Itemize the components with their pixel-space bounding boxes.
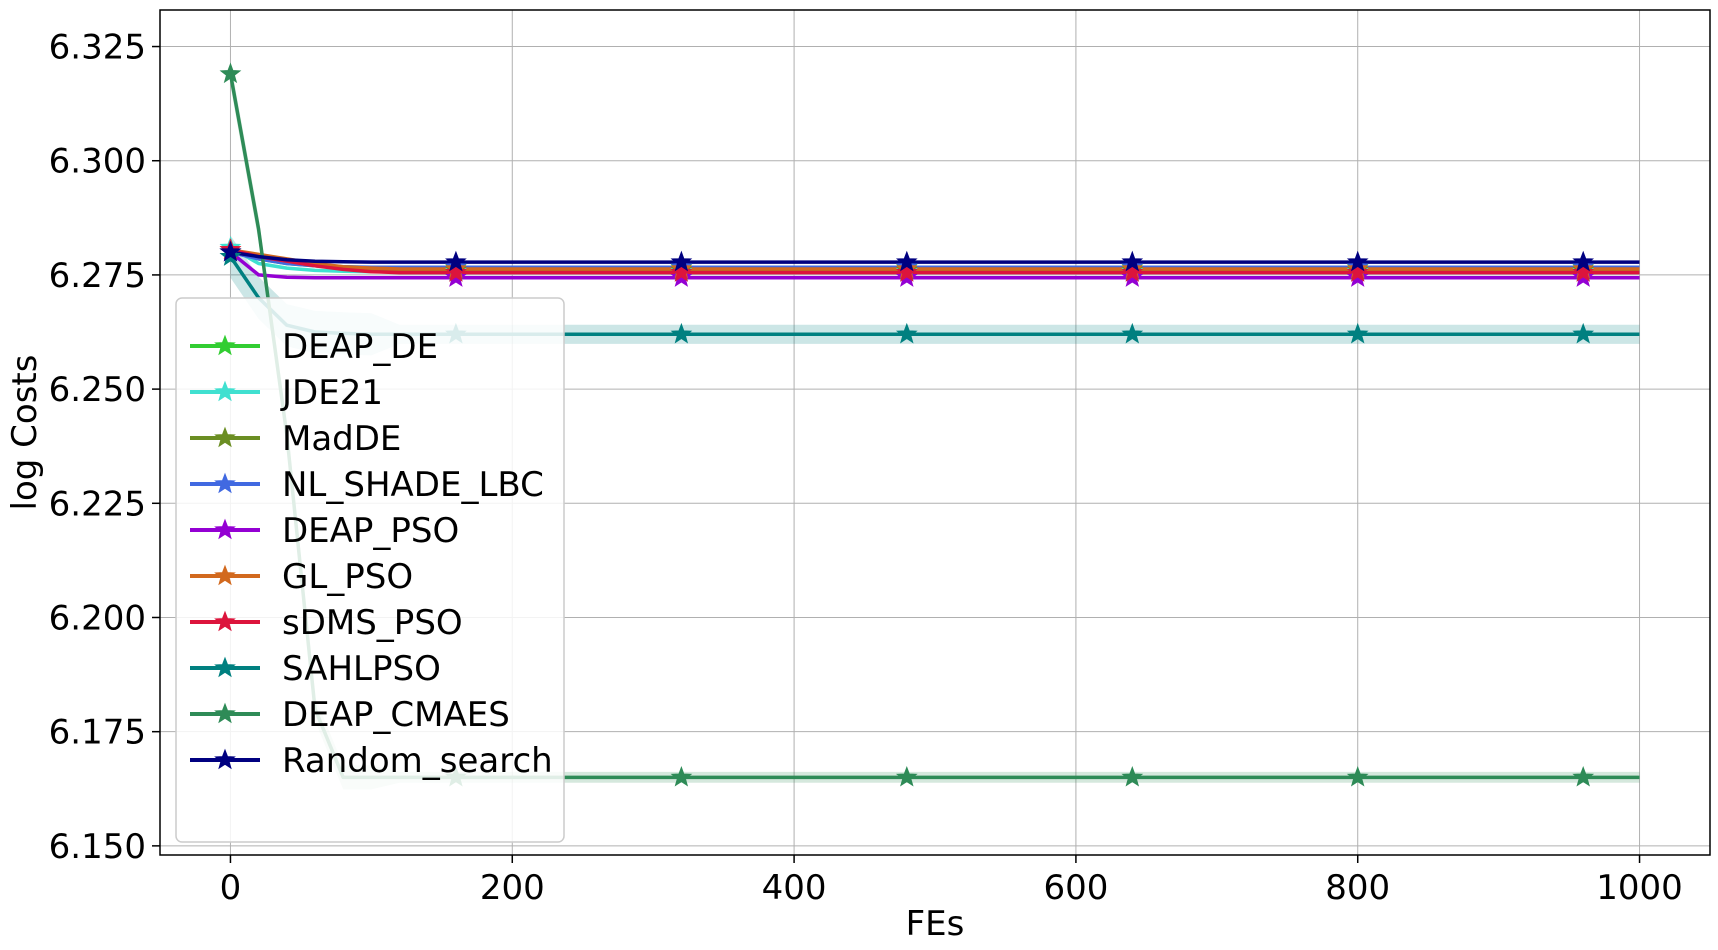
x-tick-label: 0 bbox=[220, 868, 242, 908]
y-tick-label: 6.250 bbox=[49, 370, 146, 410]
x-axis-ticks: 0 200 400 600 800 1000 bbox=[220, 855, 1683, 908]
legend-label-nl-shade-lbc: NL_SHADE_LBC bbox=[282, 465, 544, 505]
marker-sahlpso bbox=[1346, 322, 1369, 344]
marker-random-search bbox=[670, 250, 693, 272]
marker-sahlpso bbox=[1572, 322, 1595, 344]
y-axis-ticks: 6.150 6.175 6.200 6.225 6.250 6.275 6.300 6.325 bbox=[49, 28, 160, 867]
marker-deap-cmaes bbox=[895, 765, 918, 787]
legend-marker-jde21 bbox=[214, 380, 236, 402]
marker-random-search bbox=[895, 250, 918, 272]
y-tick-label: 6.175 bbox=[49, 713, 146, 753]
legend-marker-nl-shade-lbc bbox=[214, 472, 236, 494]
legend-label-madde: MadDE bbox=[282, 419, 401, 459]
marker-random-search bbox=[1572, 250, 1595, 272]
marker-deap-cmaes bbox=[1572, 765, 1595, 787]
legend-marker-sdms-pso bbox=[214, 610, 236, 632]
legend-label-gl-pso: GL_PSO bbox=[282, 557, 413, 597]
marker-deap-cmaes bbox=[1346, 765, 1369, 787]
marker-sdms-pso bbox=[1121, 261, 1144, 282]
y-tick-label: 6.325 bbox=[49, 28, 146, 68]
marker-deap-cmaes bbox=[219, 62, 242, 84]
legend-marker-deap-de bbox=[214, 334, 236, 356]
marker-sahlpso bbox=[895, 322, 918, 344]
variance-bands bbox=[230, 61, 1640, 790]
band-sahlpso bbox=[230, 235, 1640, 356]
marker-sahlpso bbox=[670, 322, 693, 344]
legend-label-sdms-pso: sDMS_PSO bbox=[282, 603, 463, 643]
marker-random-search bbox=[1346, 250, 1369, 272]
x-tick-label: 600 bbox=[1043, 868, 1108, 908]
legend-label-deap-pso: DEAP_PSO bbox=[282, 511, 459, 551]
marker-random-search bbox=[219, 240, 242, 262]
legend-marker-deap-pso bbox=[214, 518, 236, 540]
legend-marker-deap-cmaes bbox=[214, 702, 236, 724]
marker-sdms-pso bbox=[670, 261, 693, 282]
x-tick-label: 200 bbox=[480, 868, 545, 908]
legend-marker-sahlpso bbox=[214, 656, 236, 678]
marker-random-search bbox=[445, 250, 467, 272]
marker-sdms-pso bbox=[1346, 261, 1369, 282]
y-tick-label: 6.225 bbox=[49, 484, 146, 524]
legend-label-deap-de: DEAP_DE bbox=[282, 327, 438, 367]
x-axis-label: FEs bbox=[906, 904, 965, 944]
marker-random-search bbox=[1121, 250, 1144, 272]
series-markers bbox=[219, 62, 1595, 787]
legend-marker-random-search bbox=[214, 748, 236, 770]
y-tick-label: 6.150 bbox=[49, 827, 146, 867]
marker-sdms-pso bbox=[445, 261, 467, 282]
legend-label-jde21: JDE21 bbox=[280, 373, 383, 413]
legend-label-sahlpso: SAHLPSO bbox=[282, 649, 441, 689]
legend: DEAP_DE JDE21 MadDE NL_SHADE_LBC DEAP_PSO GL_… bbox=[175, 297, 565, 843]
y-axis-label: log Costs bbox=[5, 355, 45, 511]
marker-sdms-pso bbox=[895, 261, 918, 282]
legend-marker-madde bbox=[214, 426, 236, 448]
x-tick-label: 800 bbox=[1325, 868, 1390, 908]
marker-deap-cmaes bbox=[670, 765, 693, 787]
marker-sahlpso bbox=[1121, 322, 1144, 344]
legend-marker-gl-pso bbox=[214, 564, 236, 586]
y-tick-label: 6.300 bbox=[49, 142, 146, 182]
plot-frame bbox=[159, 9, 1711, 856]
legend-label-deap-cmaes: DEAP_CMAES bbox=[282, 695, 510, 735]
legend-box bbox=[175, 297, 565, 843]
legend-label-random-search: Random_search bbox=[282, 741, 553, 781]
marker-deap-cmaes bbox=[1121, 765, 1144, 787]
y-tick-label: 6.200 bbox=[49, 598, 146, 638]
x-tick-label: 400 bbox=[762, 868, 827, 908]
x-tick-label: 1000 bbox=[1596, 868, 1683, 908]
y-tick-label: 6.275 bbox=[49, 256, 146, 296]
marker-sdms-pso bbox=[1572, 261, 1595, 282]
